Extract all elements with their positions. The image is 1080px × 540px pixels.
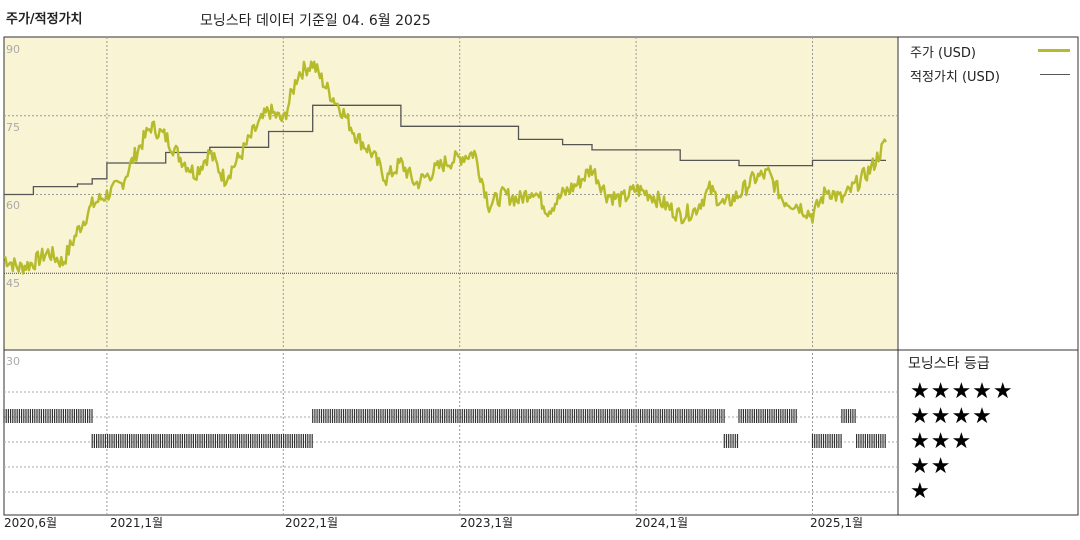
y-tick-label: 30 — [6, 355, 20, 368]
rating-bar — [855, 434, 886, 448]
rating-bar — [841, 409, 856, 423]
rating-five-stars: ★★★★★ — [910, 379, 1014, 404]
legend-price-label: 주가 (USD) — [910, 46, 976, 61]
rating-three-stars: ★★★ — [910, 429, 973, 454]
price-line — [3, 60, 888, 275]
y-tick-label: 60 — [6, 199, 20, 212]
rating-four-stars: ★★★★ — [910, 404, 993, 429]
rating-two-stars: ★★ — [910, 454, 952, 479]
plot-area — [4, 37, 898, 350]
x-tick-label: 2025,1월 — [810, 516, 864, 530]
x-tick-label: 2020,6월 — [4, 516, 58, 530]
rating-legend-title: 모닝스타 등급 — [908, 356, 990, 372]
y-tick-label: 75 — [6, 121, 20, 134]
rating-bar — [91, 434, 313, 448]
x-tick-label: 2022,1월 — [285, 516, 339, 530]
data-date-subtitle: 모닝스타 데이터 기준일 04. 6월 2025 — [200, 13, 431, 29]
x-tick-label: 2023,1월 — [460, 516, 514, 530]
y-tick-label: 90 — [6, 43, 20, 56]
legend-fair-swatch — [1040, 74, 1070, 75]
legend-fair-label: 적정가치 (USD) — [910, 70, 1000, 85]
rating-bar — [723, 434, 739, 448]
rating-bar — [312, 409, 725, 423]
rating-one-star: ★ — [910, 479, 931, 504]
x-tick-label: 2021,1월 — [110, 516, 164, 530]
y-tick-label: 45 — [6, 277, 20, 290]
legend-price-swatch — [1038, 49, 1070, 52]
fair-value-line — [4, 104, 886, 196]
chart-frame — [3, 36, 1079, 516]
chart-title: 주가/적정가치 — [6, 12, 83, 27]
rating-bar — [738, 409, 797, 423]
rating-bar — [3, 409, 93, 423]
rating-bar — [811, 434, 842, 448]
x-tick-label: 2024,1월 — [635, 516, 689, 530]
